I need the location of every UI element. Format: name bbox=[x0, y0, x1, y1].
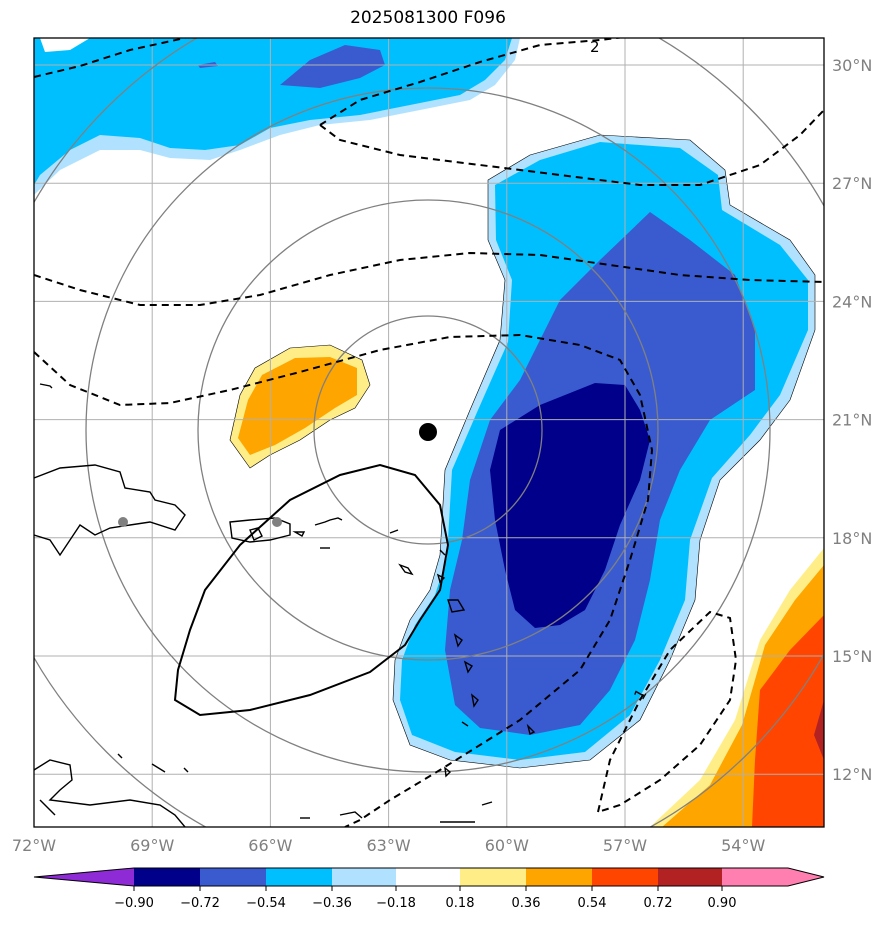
colorbar-tick-label: 0.90 bbox=[708, 896, 737, 911]
colorbar-tick-label: 0.72 bbox=[644, 896, 673, 911]
south-islands-2 bbox=[151, 763, 166, 773]
colorbar-tick-label: −0.18 bbox=[376, 896, 416, 911]
south-america-coast bbox=[34, 759, 186, 827]
neg-east-outline bbox=[392, 134, 816, 769]
range-ring-3 bbox=[85, 87, 771, 773]
colorbar-swatch-1 bbox=[134, 868, 200, 886]
colorbar-labels: −0.90 −0.72 −0.54 −0.36 −0.18 0.18 0.36 0.54 0.7… bbox=[114, 886, 736, 911]
solid-contour bbox=[173, 463, 450, 717]
colorbar-swatch-10 bbox=[722, 868, 788, 886]
lesser-antilles-5 bbox=[453, 633, 463, 648]
lon-tick-label: 72°W bbox=[12, 836, 56, 855]
lon-tick-label: 57°W bbox=[603, 836, 647, 855]
dashed-contour-24 bbox=[34, 251, 824, 306]
dashed-contours bbox=[34, 38, 824, 827]
colorbar-tick-label: 0.36 bbox=[512, 896, 541, 911]
lat-tick-label: 12°N bbox=[832, 765, 872, 784]
virgin-islands bbox=[314, 517, 343, 526]
neg-band-north-core bbox=[280, 45, 385, 88]
colorbar-swatch-5 bbox=[396, 868, 460, 886]
storm-center-marker bbox=[419, 423, 437, 441]
colorbar-swatch-over bbox=[788, 868, 824, 886]
city-marker-san-juan bbox=[272, 517, 282, 527]
south-islands-3 bbox=[183, 767, 189, 773]
longitude-labels: 72°W 69°W 66°W 63°W 60°W 57°W 54°W bbox=[12, 836, 766, 855]
lon-tick-label: 54°W bbox=[721, 836, 765, 855]
colorbar-swatch-4 bbox=[332, 868, 396, 886]
range-ring-2 bbox=[197, 199, 659, 661]
lon-tick-label: 66°W bbox=[248, 836, 292, 855]
lon-tick-label: 63°W bbox=[367, 836, 411, 855]
colorbar-tick-label: 0.54 bbox=[578, 896, 607, 911]
lesser-antilles-3 bbox=[439, 549, 446, 556]
colorbar-tick-label: −0.72 bbox=[180, 896, 220, 911]
neg-white-notch bbox=[40, 38, 90, 52]
south-islands-1 bbox=[39, 799, 56, 816]
lesser-antilles-6 bbox=[463, 660, 473, 674]
colorbar: −0.90 −0.72 −0.54 −0.36 −0.18 0.18 0.36 0.54 0.7… bbox=[33, 867, 825, 911]
lesser-antilles-8 bbox=[461, 721, 469, 727]
colorbar-swatch-under bbox=[34, 868, 134, 886]
lon-tick-label: 69°W bbox=[130, 836, 174, 855]
dashed-contour-se bbox=[597, 610, 738, 813]
colorbar-swatch-2 bbox=[200, 868, 266, 886]
map-frame bbox=[33, 37, 825, 828]
lesser-antilles-9 bbox=[526, 723, 536, 736]
dashed-contour-22 bbox=[34, 333, 654, 827]
map-title: 2025081300 F096 bbox=[350, 8, 506, 28]
lat-tick-label: 21°N bbox=[832, 411, 872, 430]
colorbar-swatch-9 bbox=[658, 868, 722, 886]
small-island-2 bbox=[292, 531, 306, 537]
lat-tick-label: 18°N bbox=[832, 529, 872, 548]
shaded-fields bbox=[34, 38, 824, 827]
colorbar-tick-label: −0.54 bbox=[246, 896, 286, 911]
colorbar-swatch-7 bbox=[526, 868, 592, 886]
lesser-antilles-4 bbox=[447, 599, 466, 613]
lat-tick-label: 24°N bbox=[832, 292, 872, 311]
puerto-rico-coast bbox=[229, 517, 291, 543]
city-marker-santo-domingo bbox=[118, 517, 128, 527]
dashed-contour-27 bbox=[319, 109, 824, 186]
colorbar-tick-label: −0.36 bbox=[312, 896, 352, 911]
neg-band-north bbox=[34, 38, 512, 185]
bahamas-1 bbox=[39, 383, 53, 389]
pos-se-crimson bbox=[814, 700, 824, 760]
latitude-labels: 30°N 27°N 24°N 21°N 18°N 15°N 12°N bbox=[832, 56, 872, 784]
contour-label-2: 2 bbox=[590, 38, 600, 56]
small-island-4 bbox=[389, 529, 399, 534]
hispaniola-coast bbox=[34, 464, 186, 557]
lesser-antilles-1 bbox=[398, 563, 414, 576]
colorbar-swatch-3 bbox=[266, 868, 332, 886]
neg-east-core bbox=[490, 383, 650, 628]
south-islands-4 bbox=[117, 753, 123, 759]
colorbar-swatch-6 bbox=[460, 868, 526, 886]
lesser-antilles-7 bbox=[470, 693, 479, 708]
lat-tick-label: 15°N bbox=[832, 647, 872, 666]
grid-lines bbox=[34, 38, 824, 827]
dashed-contour-top bbox=[319, 38, 625, 126]
south-islands-6 bbox=[339, 811, 363, 819]
lat-tick-label: 30°N bbox=[832, 56, 872, 75]
lon-tick-label: 60°W bbox=[485, 836, 529, 855]
colorbar-swatch-8 bbox=[592, 868, 658, 886]
coastlines bbox=[34, 383, 536, 827]
pos-west-orange bbox=[238, 357, 357, 455]
dashed-contour-north bbox=[34, 38, 186, 78]
colorbar-tick-label: 0.18 bbox=[446, 896, 475, 911]
range-rings bbox=[34, 38, 824, 827]
small-island-1 bbox=[249, 527, 263, 541]
south-islands-8 bbox=[481, 801, 493, 806]
range-ring-1 bbox=[313, 315, 543, 545]
lesser-antilles-10 bbox=[444, 766, 452, 778]
lat-tick-label: 27°N bbox=[832, 174, 872, 193]
colorbar-tick-label: −0.90 bbox=[114, 896, 154, 911]
